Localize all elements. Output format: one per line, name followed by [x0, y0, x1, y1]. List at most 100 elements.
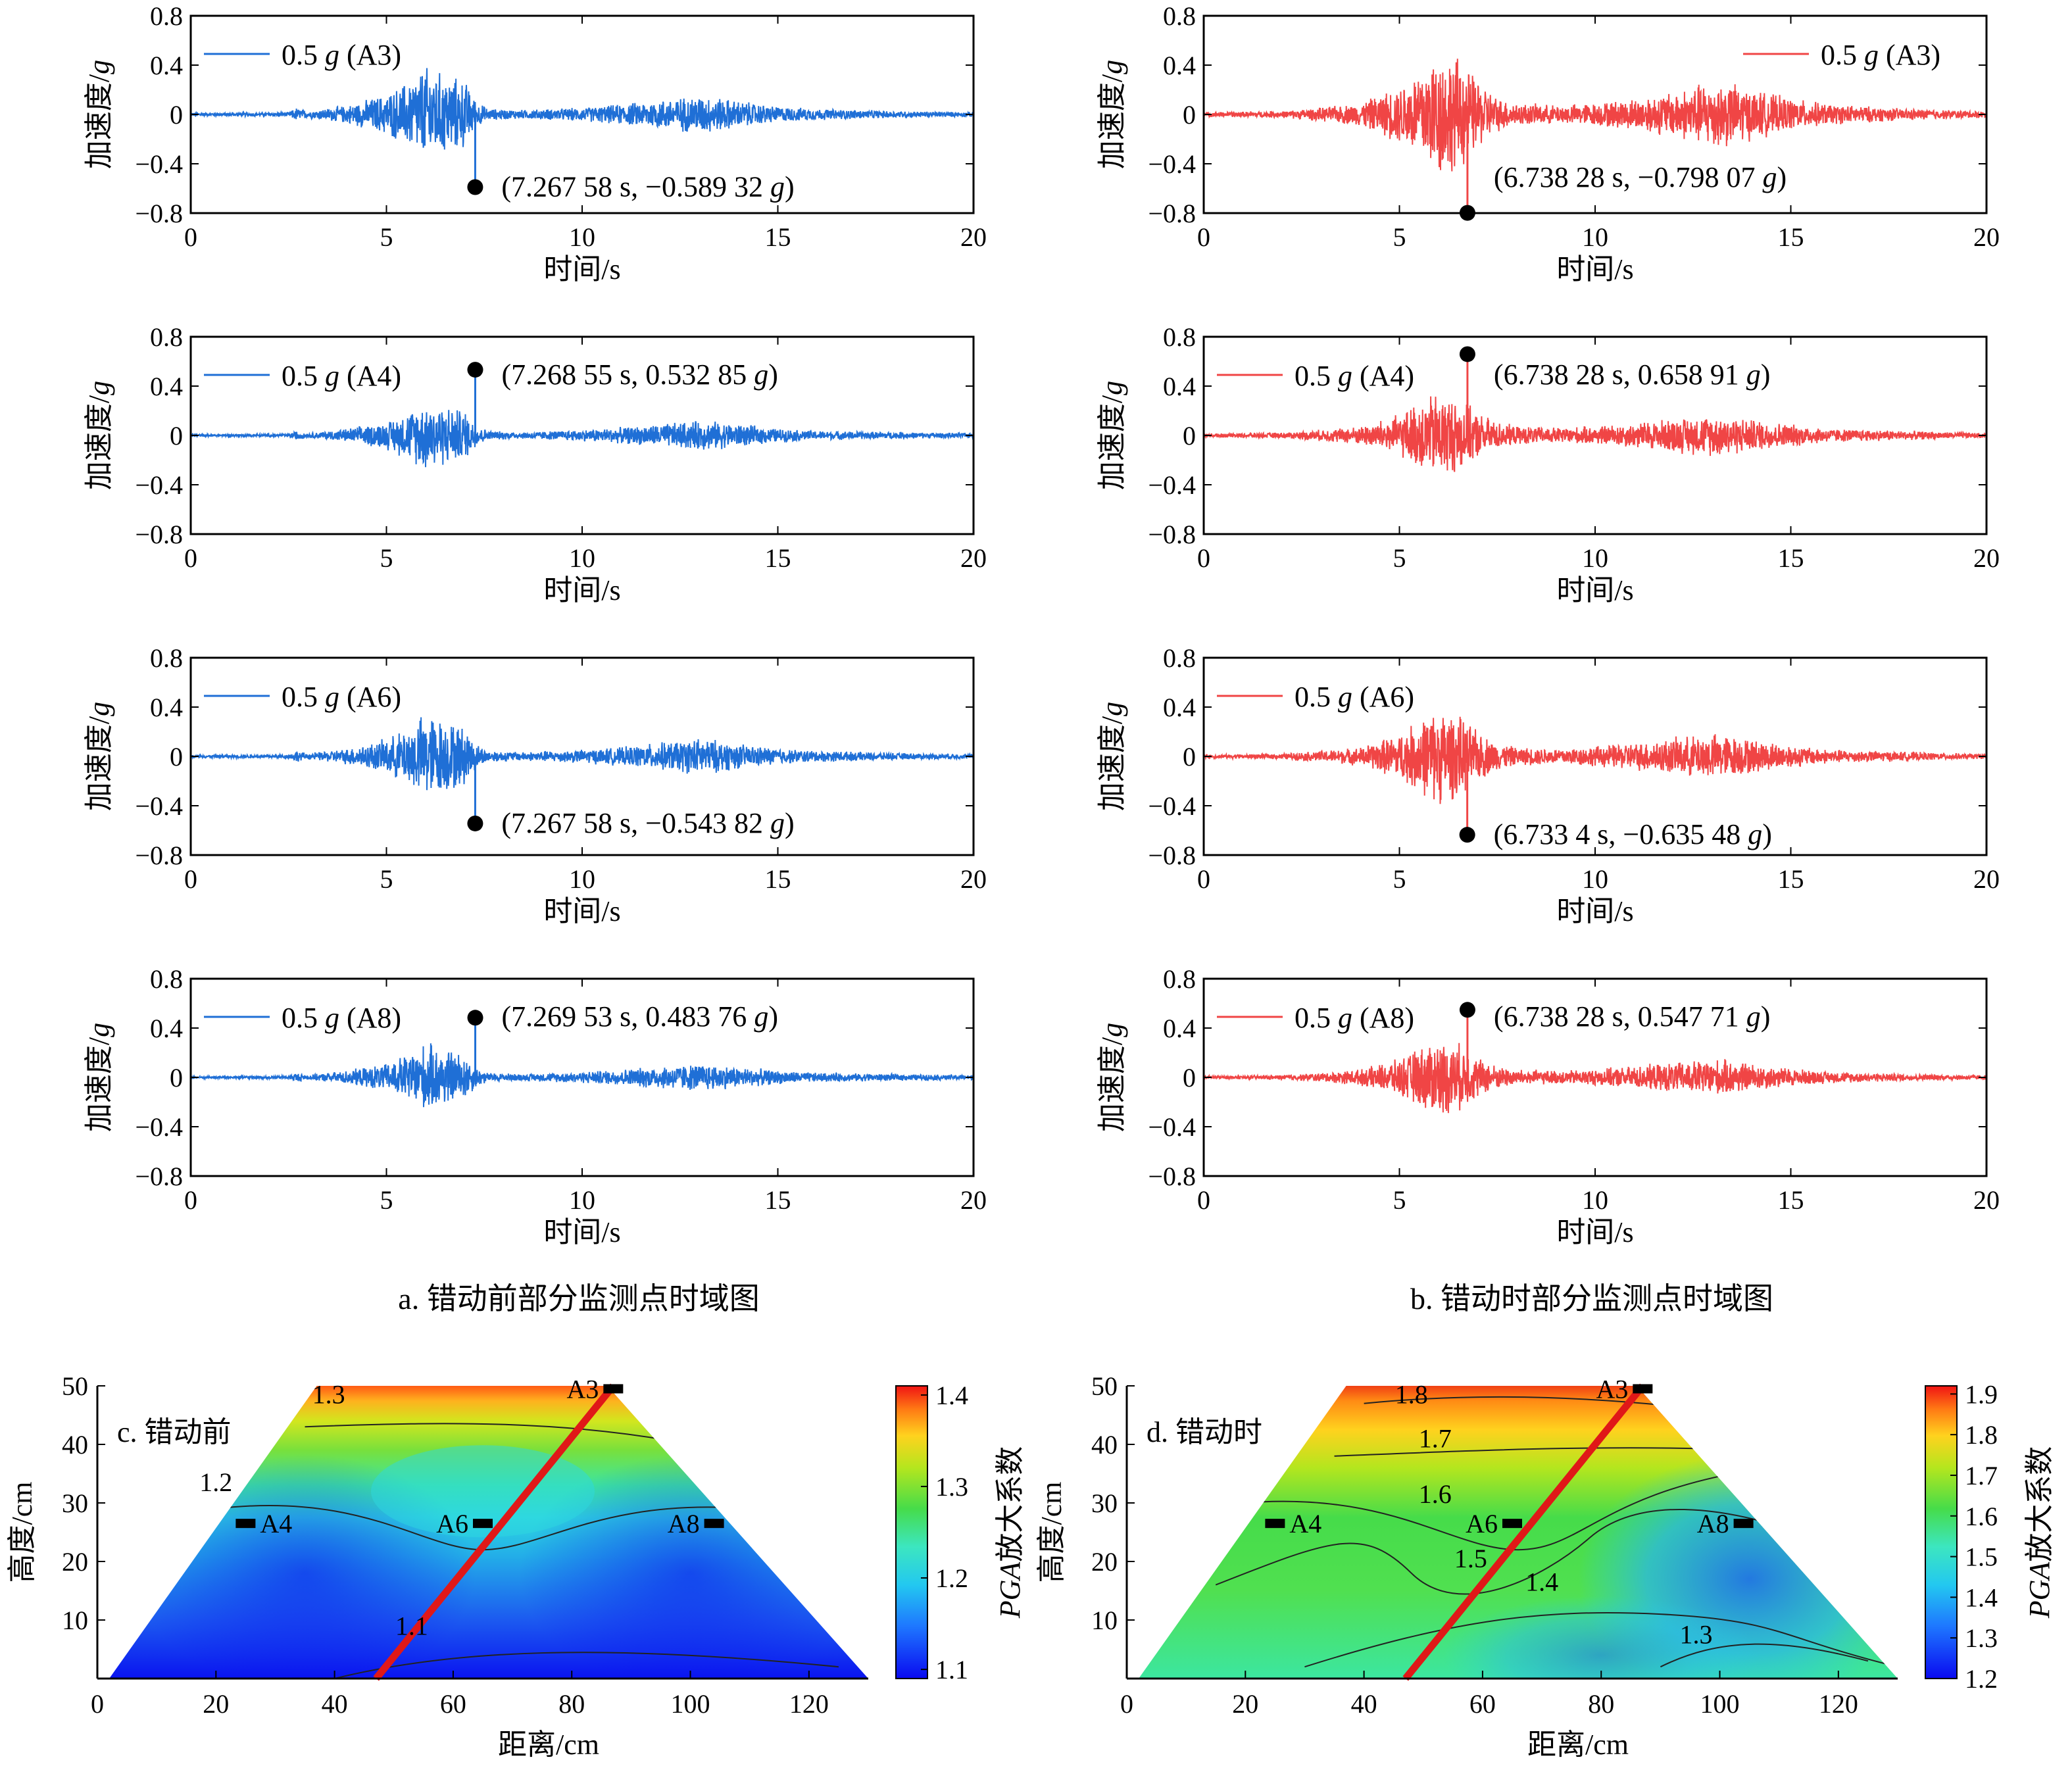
peak-marker: [1459, 1002, 1475, 1018]
x-tick-label: 0: [1197, 222, 1210, 252]
peak-annotation: (7.267 58 s, −0.589 32 g): [501, 170, 794, 203]
annotation-unit: g: [1763, 161, 1777, 193]
y-axis-label-text: 加速度/: [83, 395, 115, 490]
contour-label: 1.5: [1454, 1544, 1487, 1573]
y-tick-label: 0.8: [1163, 322, 1196, 352]
legend-point: (A4): [347, 360, 401, 392]
legend-space: [318, 39, 325, 71]
contour-line: [305, 1423, 691, 1445]
annotation-suffix: ): [1777, 161, 1787, 193]
sensor-label: A4: [260, 1509, 292, 1538]
legend-space: [1352, 1002, 1360, 1034]
peak-marker: [1459, 827, 1475, 843]
x-tick-label: 0: [1197, 1185, 1210, 1215]
y-tick-label: 0: [1183, 742, 1196, 772]
y-tick-label: 0: [1183, 421, 1196, 451]
annotation-suffix: ): [785, 807, 795, 839]
legend-text: 0.5 g (A3): [1821, 39, 1940, 71]
y-tick-label: −0.8: [1148, 520, 1196, 549]
y-axis-label-text: 加速度/: [83, 716, 115, 811]
annotation-prefix: (7.268 55 s, 0.532 85: [501, 358, 754, 391]
x-tick-label: 5: [380, 864, 393, 894]
legend-unit: g: [1338, 1002, 1352, 1034]
x-axis-label: 时间/s: [1556, 253, 1633, 285]
legend-point: (A6): [347, 681, 401, 713]
y-tick-label: −0.8: [1148, 841, 1196, 870]
legend-value: 0.5: [282, 681, 318, 713]
legend-value: 0.5: [282, 39, 318, 71]
signal-trace: [1203, 59, 1987, 172]
x-tick-label: 80: [558, 1689, 585, 1719]
x-axis-label: 距离/cm: [1527, 1729, 1629, 1761]
y-tick-label: 0.8: [1163, 643, 1196, 673]
y-tick-label: 20: [62, 1547, 88, 1577]
fault-line: [373, 1383, 616, 1681]
signal-trace: [190, 410, 974, 468]
y-tick-label: −0.4: [1148, 791, 1196, 821]
colorbar-tick-label: 1.1: [935, 1655, 968, 1684]
x-tick-label: 100: [671, 1689, 710, 1719]
map-title: d. 错动时: [1147, 1416, 1262, 1448]
legend-space: [318, 360, 325, 392]
colorbar: [1925, 1385, 1958, 1679]
x-axis-label: 时间/s: [1556, 574, 1633, 606]
y-axis-label-unit: g: [1096, 60, 1128, 74]
legend-unit: g: [325, 1002, 339, 1034]
x-tick-label: 15: [765, 1185, 791, 1215]
legend-unit: g: [325, 39, 339, 71]
y-axis-label: 加速度/g: [83, 60, 115, 169]
x-tick-label: 15: [1778, 222, 1804, 252]
x-axis-label: 时间/s: [1556, 1216, 1633, 1248]
peak-marker: [467, 815, 483, 831]
legend-point: (A3): [1886, 39, 1940, 71]
colorbar-label-rest: 放大系数: [2023, 1446, 2056, 1562]
colorbar: [895, 1385, 928, 1679]
x-tick-label: 20: [1973, 222, 2000, 252]
y-tick-label: −0.8: [135, 1162, 183, 1191]
colorbar-tick-label: 1.7: [1965, 1461, 1998, 1490]
annotation-prefix: (7.267 58 s, −0.543 82: [501, 807, 770, 839]
sensor-marker: [704, 1519, 724, 1529]
sensor-marker: [473, 1519, 493, 1529]
x-tick-label: 15: [765, 864, 791, 894]
y-tick-label: −0.4: [135, 470, 183, 500]
y-tick-label: 0.4: [1163, 1014, 1196, 1043]
legend-space: [1331, 681, 1338, 713]
peak-annotation: (7.268 55 s, 0.532 85 g): [501, 358, 777, 391]
x-tick-label: 10: [569, 864, 595, 894]
x-tick-label: 0: [1197, 864, 1210, 894]
y-axis-label: 高度/cm: [1035, 1482, 1068, 1583]
field-low-zone: [1443, 1596, 1760, 1679]
contour-line: [1660, 1643, 1869, 1668]
contour-label: 1.6: [1419, 1479, 1452, 1509]
legend-text: 0.5 g (A8): [282, 1002, 401, 1034]
sensor-marker: [603, 1384, 624, 1394]
legend-space: [1352, 360, 1360, 392]
signal-trace: [1203, 1043, 1987, 1114]
annotation-prefix: (6.738 28 s, 0.658 91: [1494, 358, 1746, 391]
x-tick-label: 120: [789, 1689, 829, 1719]
x-tick-label: 0: [184, 222, 197, 252]
x-tick-label: 10: [569, 543, 595, 573]
y-tick-label: 0: [170, 421, 183, 451]
y-axis-label-unit: g: [83, 381, 115, 395]
sensor-label: A3: [566, 1374, 599, 1404]
legend-space: [339, 39, 347, 71]
contour-line: [1304, 1611, 1898, 1668]
colorbar-tick-label: 1.8: [1965, 1420, 1998, 1450]
contour-label: 1.3: [1679, 1620, 1712, 1650]
peak-marker: [467, 179, 483, 195]
x-tick-label: 0: [184, 1185, 197, 1215]
x-tick-label: 20: [203, 1689, 229, 1719]
x-tick-label: 5: [1393, 864, 1406, 894]
signal-trace: [190, 68, 974, 150]
y-axis-label-text: 加速度/: [1096, 1037, 1128, 1132]
y-axis-label-text: 加速度/: [1096, 716, 1128, 811]
caption-a: a. 错动前部分监测点时域图: [398, 1282, 759, 1315]
legend-unit: g: [1338, 360, 1352, 392]
legend-point: (A8): [1360, 1002, 1414, 1034]
